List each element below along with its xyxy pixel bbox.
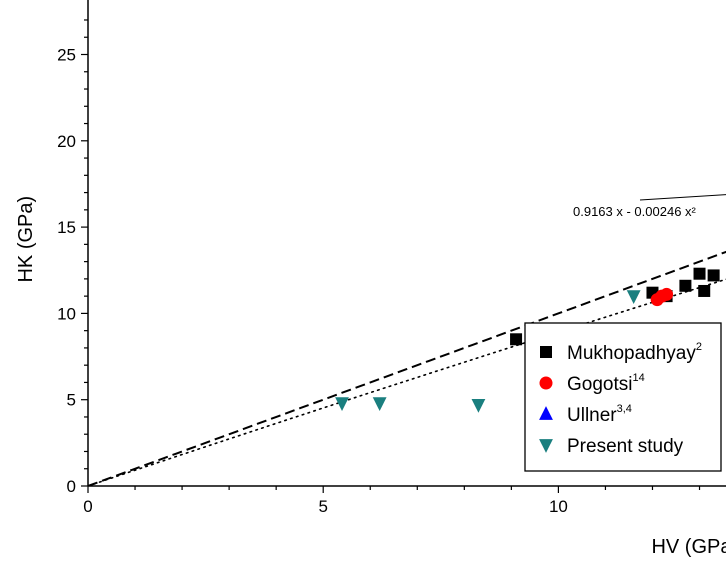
data-point-present-study [372, 397, 387, 412]
y-tick-label: 15 [57, 218, 76, 237]
data-points [335, 267, 720, 413]
data-point-present-study [626, 290, 641, 305]
data-point-mukhopadhyay [679, 279, 692, 292]
legend: Mukhopadhyay2 Gogotsi14 Ullner3,4 Present s… [524, 322, 722, 472]
y-axis-title: HK (GPa) [15, 196, 37, 283]
data-point-present-study [335, 397, 349, 412]
y-tick-label: 25 [57, 46, 76, 65]
legend-marker [539, 376, 553, 390]
data-point-mukhopadhyay [698, 284, 711, 297]
data-point-gogotsi [660, 287, 674, 301]
legend-marker [540, 346, 552, 358]
identity-line [88, 250, 726, 486]
y-tick-label: 5 [67, 391, 76, 410]
legend-box [524, 322, 722, 472]
annotation-text: 0.9163 x - 0.00246 x² [573, 204, 697, 219]
annotation-arrow [639, 194, 726, 201]
legend-label: Ullner3,4 [567, 403, 632, 426]
x-axis-title: HV (GPa) [651, 536, 726, 558]
y-tick-label: 0 [67, 477, 76, 496]
axes: 05101520250510152025HV (GPa)HK (GPa) [15, 0, 726, 558]
legend-label: Mukhopadhyay2 [567, 341, 702, 364]
data-point-present-study [471, 398, 486, 413]
reference-lines [88, 250, 726, 486]
y-tick-label: 10 [57, 304, 76, 323]
legend-marker [539, 406, 553, 420]
x-tick-label: 5 [318, 497, 327, 516]
annotation: 0.9163 x - 0.00246 x² [573, 194, 726, 219]
x-tick-label: 0 [83, 497, 92, 516]
y-tick-label: 20 [57, 132, 76, 151]
legend-label: Gogotsi14 [567, 372, 645, 395]
legend-label: Present study [567, 436, 684, 457]
x-tick-label: 10 [549, 497, 568, 516]
fit-line [88, 278, 726, 486]
data-point-mukhopadhyay [693, 267, 706, 280]
data-point-mukhopadhyay [510, 333, 523, 346]
legend-marker [539, 439, 553, 453]
data-point-mukhopadhyay [707, 269, 720, 282]
